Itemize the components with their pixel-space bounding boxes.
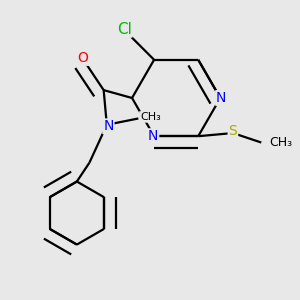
Text: S: S — [229, 124, 237, 139]
Text: CH₃: CH₃ — [269, 136, 292, 149]
Text: N: N — [216, 91, 226, 105]
Text: N: N — [148, 129, 158, 143]
Text: O: O — [78, 51, 88, 65]
Text: Cl: Cl — [117, 22, 132, 37]
Text: N: N — [103, 119, 114, 134]
Text: CH₃: CH₃ — [140, 112, 161, 122]
